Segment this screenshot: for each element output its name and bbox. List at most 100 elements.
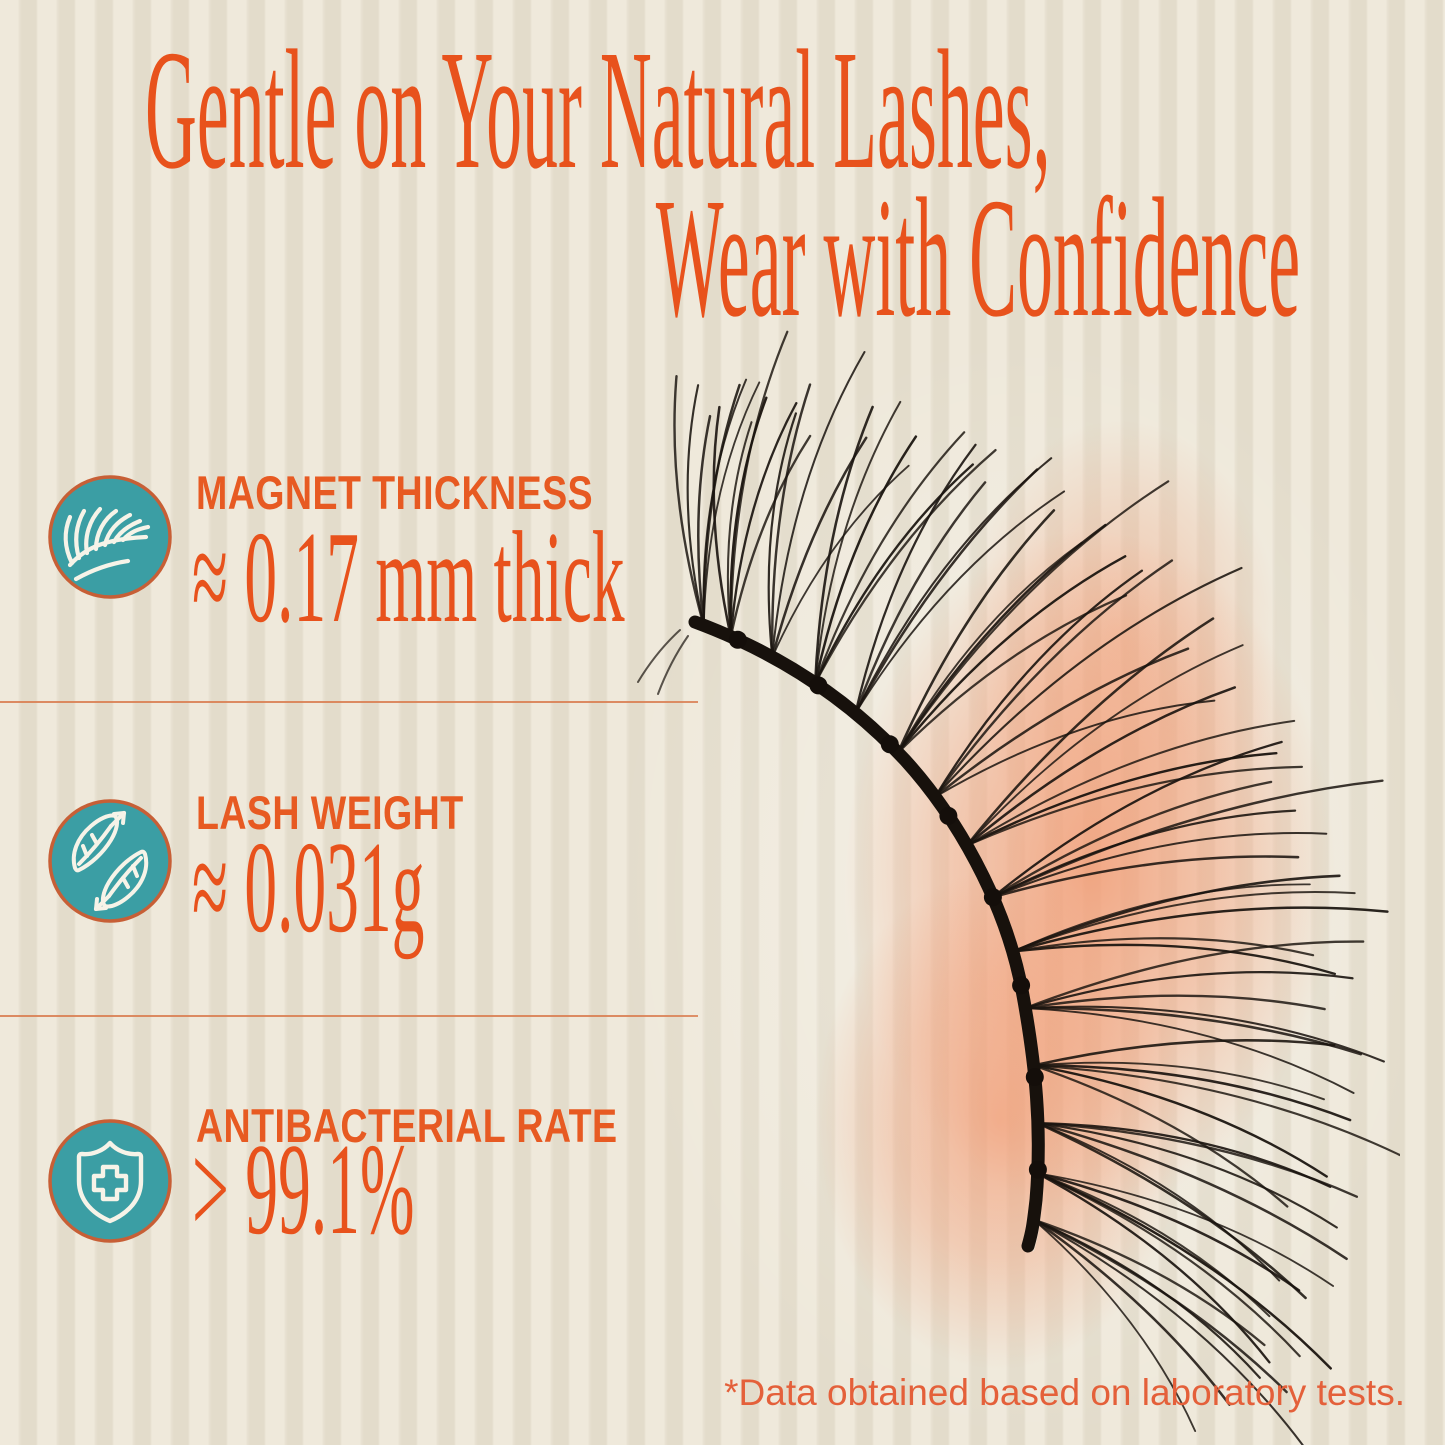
shield-cross-icon — [46, 1117, 174, 1245]
lash-hair — [729, 402, 798, 638]
lash-band-knot — [1012, 976, 1031, 995]
lash-band-knot — [809, 676, 828, 695]
lash-hair — [771, 464, 910, 659]
lash-band-knots — [728, 630, 1047, 1179]
lash-hair — [1036, 1122, 1338, 1229]
feathers-icon — [46, 797, 174, 925]
lash-hair — [965, 644, 1244, 847]
lash-hair — [1032, 1061, 1325, 1101]
lash-hair — [1032, 1064, 1352, 1122]
lash-hair — [933, 559, 1174, 799]
lash-hair — [814, 448, 997, 685]
lash-hair — [965, 719, 1296, 847]
feature-value-magnet-thickness: ≈ 0.17 mm thick — [192, 505, 625, 650]
lash-hair — [854, 490, 1066, 715]
lash-hair — [991, 779, 1384, 899]
feature-label-lash-weight: LASH WEIGHT — [196, 786, 464, 839]
lash-hair — [770, 383, 812, 659]
lash-hair — [1024, 940, 1365, 1010]
feature-value-antibacterial-rate: > 99.1% — [192, 1117, 415, 1262]
feature-label-magnet-thickness: MAGNET THICKNESS — [196, 466, 594, 519]
lash-hair — [1024, 971, 1354, 1010]
lash-hair — [814, 400, 902, 685]
lash-band-knot — [1025, 1068, 1044, 1086]
lash-hair — [1032, 1039, 1336, 1067]
lash-photo — [600, 330, 1400, 1445]
lash-hair — [1011, 906, 1389, 953]
glow-lower — [815, 870, 1185, 1370]
lash-hair — [897, 541, 1083, 754]
lash-hair — [965, 686, 1237, 847]
lash-hair — [854, 481, 987, 715]
lash-hair — [934, 566, 1243, 798]
lash-hair — [771, 350, 866, 659]
lash-hair — [1024, 1007, 1355, 1094]
lash-hair — [1036, 1172, 1301, 1358]
lash-under-hairs — [637, 629, 689, 695]
lash-hair — [896, 555, 1127, 754]
lash-band-knot — [728, 630, 747, 649]
feature-value-lash-weight: ≈ 0.031g — [192, 815, 425, 960]
lash-band-knot — [880, 735, 899, 754]
lash-hair — [1036, 1121, 1348, 1261]
lash-icon — [46, 473, 174, 601]
lash-hair — [896, 509, 1056, 754]
lash-hair — [991, 832, 1328, 899]
lash-hair — [1024, 994, 1326, 1011]
lash-hair — [1024, 1005, 1385, 1063]
lash-hair — [1011, 937, 1315, 957]
lash-hair — [814, 463, 974, 685]
divider-line-2 — [0, 1015, 698, 1017]
lash-hair — [1032, 1218, 1288, 1394]
lash-hair — [965, 617, 1215, 847]
lash-hair — [702, 383, 741, 627]
lash-hair — [697, 414, 712, 627]
lash-hair — [1032, 1064, 1400, 1157]
lash-hair — [1032, 1218, 1231, 1406]
lash-hair — [686, 384, 705, 627]
lash-hair — [814, 431, 966, 685]
lash-hair — [1036, 1172, 1271, 1364]
lash-hair — [1036, 1172, 1335, 1287]
feature-label-antibacterial-rate: ANTIBACTERIAL RATE — [196, 1099, 618, 1152]
lash-hair — [1011, 943, 1336, 976]
lash-hair — [1011, 874, 1341, 953]
lash-hair — [965, 765, 1304, 847]
lash-hair — [729, 330, 789, 638]
lash-hair — [991, 740, 1283, 899]
lash-band-knot — [983, 888, 1002, 907]
footnote: *Data obtained based on laboratory tests… — [724, 1372, 1405, 1413]
lash-hair — [767, 412, 797, 659]
lash-hair — [1032, 1218, 1197, 1433]
lash-hair — [896, 594, 1128, 754]
page-title-line2: Wear with Confidence — [655, 163, 1300, 352]
lash-hair — [712, 405, 733, 638]
lash-hairs — [673, 330, 1400, 1445]
lash-hair — [934, 699, 1216, 798]
lash-hair — [933, 569, 1144, 799]
lash-hair — [1032, 1064, 1289, 1208]
lash-hair — [673, 374, 705, 627]
lash-hair — [1032, 1218, 1266, 1347]
divider-line-1 — [0, 701, 698, 703]
page-title-line1: Gentle on Your Natural Lashes, — [145, 15, 1051, 204]
lash-hair — [854, 443, 977, 715]
lash-hair — [965, 751, 1278, 847]
lash-hair — [1032, 1218, 1304, 1445]
lash-band-knot — [939, 806, 958, 825]
lash-hair — [1011, 891, 1356, 953]
lash-hair — [1036, 1172, 1301, 1292]
lash-hair — [991, 855, 1300, 899]
lash-band-knot — [1028, 1160, 1047, 1179]
lash-hair — [896, 480, 1170, 754]
lash-hair — [854, 468, 1039, 715]
lash-hair — [933, 647, 1190, 799]
lash-hair — [1032, 1064, 1328, 1178]
lash-hair — [991, 780, 1273, 899]
lash-hair — [729, 434, 812, 638]
lash-hair — [813, 405, 874, 685]
lash-hair — [1036, 1122, 1281, 1282]
lash-hair — [702, 381, 761, 627]
lash-hair — [1036, 1121, 1359, 1198]
